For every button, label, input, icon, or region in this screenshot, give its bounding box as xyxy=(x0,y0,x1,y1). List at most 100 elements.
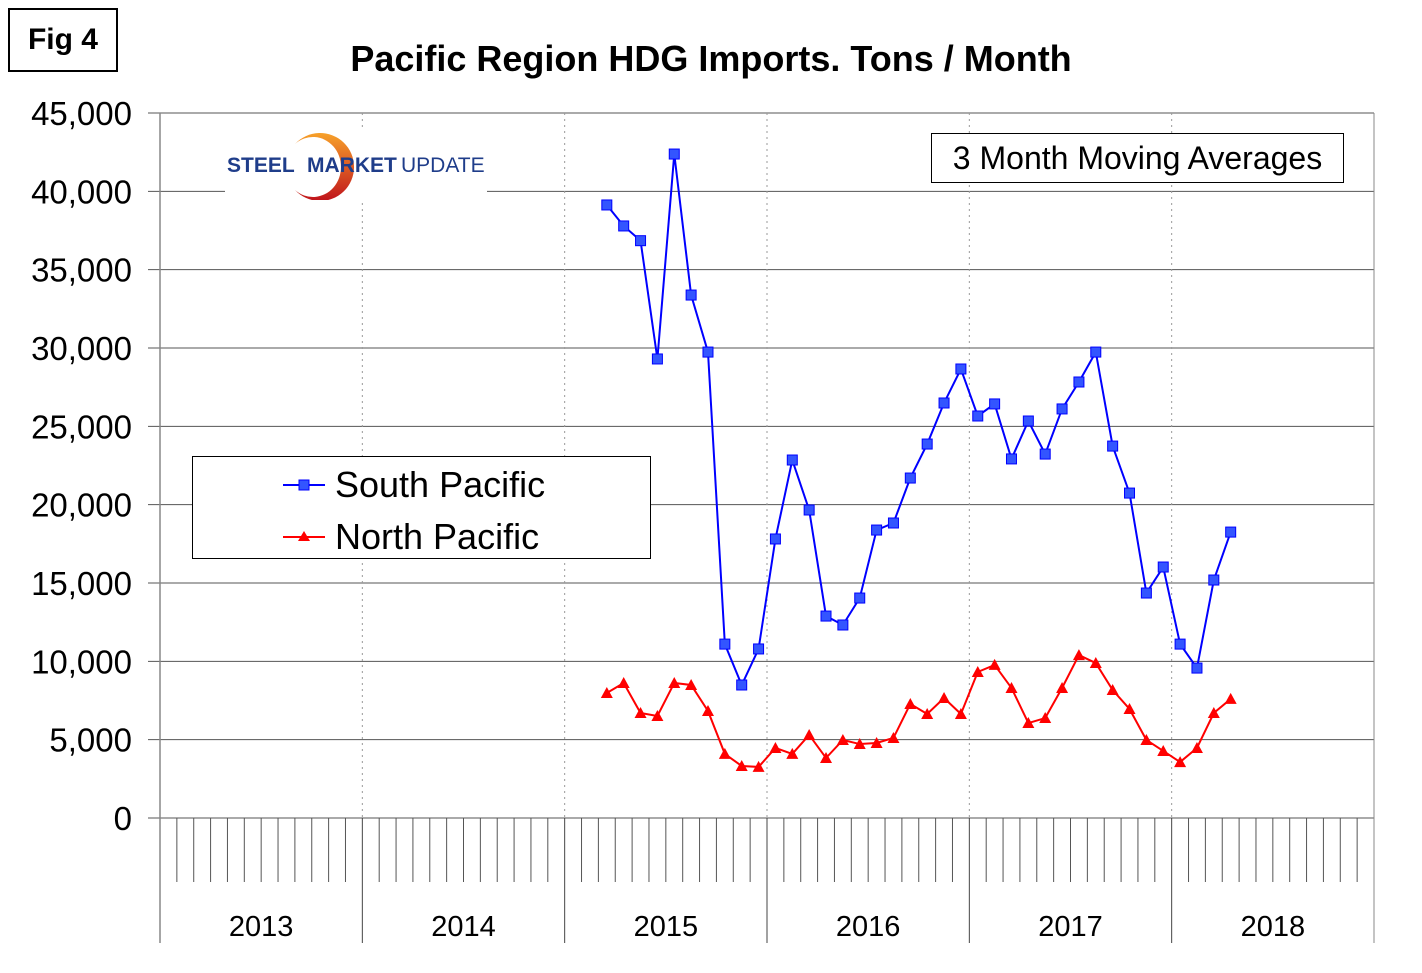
data-point-south-pacific xyxy=(702,346,714,358)
logo-word-update: UPDATE xyxy=(401,154,485,177)
data-point-north-pacific xyxy=(853,738,866,750)
data-point-south-pacific xyxy=(837,619,849,631)
series-line-south-pacific xyxy=(606,153,1232,688)
data-point-south-pacific xyxy=(753,643,765,655)
logo-word-steel: STEEL xyxy=(227,154,295,177)
data-point-south-pacific xyxy=(769,533,781,545)
figure-label: Fig 4 xyxy=(8,8,118,72)
data-point-north-pacific xyxy=(870,736,883,748)
data-point-south-pacific xyxy=(921,438,933,450)
data-point-north-pacific xyxy=(971,665,984,677)
data-point-south-pacific xyxy=(1208,574,1220,586)
data-point-south-pacific xyxy=(1039,448,1051,460)
data-point-south-pacific xyxy=(1191,662,1203,674)
data-point-north-pacific xyxy=(600,686,613,698)
y-tick-label: 20,000 xyxy=(31,487,132,524)
y-tick-label: 40,000 xyxy=(31,173,132,210)
x-year-label: 2018 xyxy=(1241,911,1306,943)
logo-word-market: MARKET xyxy=(307,154,397,177)
data-point-south-pacific xyxy=(685,289,697,301)
data-point-south-pacific xyxy=(871,524,883,536)
legend: South Pacific North Pacific xyxy=(192,456,651,559)
chart-title: Pacific Region HDG Imports. Tons / Month xyxy=(350,38,1072,79)
data-point-north-pacific xyxy=(1157,744,1170,756)
data-point-north-pacific xyxy=(1224,692,1237,704)
data-point-north-pacific xyxy=(1174,756,1187,768)
data-point-north-pacific xyxy=(1022,717,1035,729)
legend-north-pacific: North Pacific xyxy=(335,516,540,557)
data-point-south-pacific xyxy=(651,353,663,365)
data-point-north-pacific xyxy=(651,710,664,722)
x-year-label: 2013 xyxy=(229,911,294,943)
data-point-north-pacific xyxy=(803,728,816,740)
data-point-north-pacific xyxy=(1089,657,1102,669)
data-point-north-pacific xyxy=(921,707,934,719)
legend-markers xyxy=(283,479,325,541)
data-point-south-pacific xyxy=(1157,561,1169,573)
data-point-south-pacific xyxy=(618,220,630,232)
data-point-south-pacific xyxy=(668,148,680,160)
data-point-north-pacific xyxy=(904,697,917,709)
y-tick-label: 15,000 xyxy=(31,565,132,602)
data-point-south-pacific xyxy=(786,454,798,466)
x-year-label: 2016 xyxy=(836,911,901,943)
x-year-label: 2017 xyxy=(1038,911,1103,943)
data-point-north-pacific xyxy=(769,741,782,753)
data-point-north-pacific xyxy=(954,707,967,719)
data-point-south-pacific xyxy=(719,638,731,650)
data-point-north-pacific xyxy=(1056,681,1069,693)
y-tick-label: 25,000 xyxy=(31,408,132,445)
data-point-north-pacific xyxy=(668,676,681,688)
data-point-south-pacific xyxy=(1174,638,1186,650)
data-point-north-pacific xyxy=(1039,712,1052,724)
data-point-north-pacific xyxy=(820,751,833,763)
data-point-north-pacific xyxy=(718,747,731,759)
data-point-north-pacific xyxy=(1106,684,1119,696)
data-point-north-pacific xyxy=(1005,681,1018,693)
data-point-south-pacific xyxy=(1090,346,1102,358)
data-point-north-pacific xyxy=(701,704,714,716)
data-point-south-pacific xyxy=(1056,403,1068,415)
data-point-south-pacific xyxy=(1124,487,1136,499)
data-point-north-pacific xyxy=(836,733,849,745)
y-tick-label: 35,000 xyxy=(31,252,132,289)
data-point-north-pacific xyxy=(752,760,765,772)
data-point-south-pacific xyxy=(854,592,866,604)
data-point-north-pacific xyxy=(685,678,698,690)
y-tick-label: 5,000 xyxy=(49,722,132,759)
y-tick-label: 45,000 xyxy=(31,95,132,132)
data-point-south-pacific xyxy=(1225,526,1237,538)
x-year-label: 2014 xyxy=(431,911,496,943)
y-tick-label: 0 xyxy=(114,800,132,837)
data-point-north-pacific xyxy=(988,658,1001,670)
y-tick-label: 30,000 xyxy=(31,330,132,367)
square-marker-icon xyxy=(298,479,310,491)
logo-swoosh-icon xyxy=(295,133,355,200)
data-point-south-pacific xyxy=(1005,453,1017,465)
data-point-north-pacific xyxy=(1190,741,1203,753)
data-point-south-pacific xyxy=(955,363,967,375)
data-point-north-pacific xyxy=(786,747,799,759)
data-point-south-pacific xyxy=(736,679,748,691)
data-point-south-pacific xyxy=(803,504,815,516)
x-year-label: 2015 xyxy=(634,911,699,943)
data-point-north-pacific xyxy=(1207,707,1220,719)
data-point-south-pacific xyxy=(938,397,950,409)
data-point-north-pacific xyxy=(634,707,647,719)
series-line-north-pacific xyxy=(606,653,1232,768)
moving-average-note: 3 Month Moving Averages xyxy=(931,133,1344,183)
triangle-marker-icon xyxy=(298,531,310,541)
data-point-north-pacific xyxy=(887,731,900,743)
data-point-north-pacific xyxy=(617,676,630,688)
data-point-south-pacific xyxy=(887,517,899,529)
data-point-north-pacific xyxy=(938,691,951,703)
data-point-south-pacific xyxy=(1140,587,1152,599)
data-point-south-pacific xyxy=(1073,376,1085,388)
data-point-south-pacific xyxy=(820,610,832,622)
data-point-north-pacific xyxy=(735,759,748,771)
data-point-north-pacific xyxy=(1140,733,1153,745)
data-point-south-pacific xyxy=(904,472,916,484)
data-point-south-pacific xyxy=(1107,440,1119,452)
y-tick-label: 10,000 xyxy=(31,643,132,680)
